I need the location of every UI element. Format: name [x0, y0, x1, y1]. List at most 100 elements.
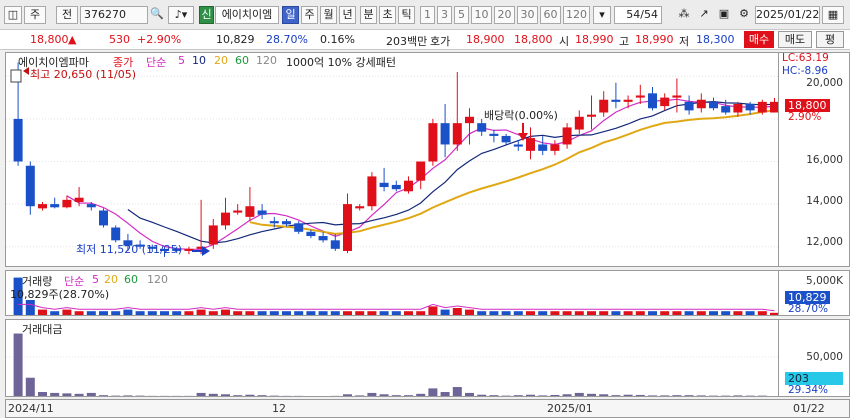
- market-select[interactable]: 주: [24, 6, 46, 24]
- volume-bar: [452, 308, 462, 315]
- layout-icon[interactable]: ◫: [4, 6, 22, 24]
- volume-value: 10,829: [216, 33, 255, 46]
- amount-bar: [123, 395, 133, 396]
- volume-ratio: 28.70%: [266, 33, 308, 46]
- amount-bar: [160, 395, 169, 396]
- candle-body: [489, 133, 499, 136]
- date-field[interactable]: 2025/01/22: [755, 6, 820, 24]
- candle-body: [501, 135, 511, 143]
- volume-bar: [672, 311, 682, 315]
- candle-body: [99, 210, 108, 226]
- trend-tool-icon[interactable]: ↗: [699, 7, 709, 20]
- candle-body: [343, 204, 352, 251]
- interval-10-button[interactable]: 10: [471, 6, 492, 24]
- amount-bar: [672, 395, 682, 396]
- amount-bar: [428, 388, 438, 396]
- candle-body: [330, 240, 340, 249]
- low-note: 최저 11,520 (11/25): [76, 243, 183, 256]
- volume-bar: [684, 311, 694, 315]
- volume-bar: [111, 311, 121, 315]
- volume-legend-ma60: 60: [124, 273, 138, 286]
- period-tick-button[interactable]: 틱: [398, 6, 415, 24]
- volume-current-pct: 28.70%: [788, 303, 829, 315]
- volume-bar: [184, 311, 194, 315]
- interval-3-button[interactable]: 3: [437, 6, 452, 24]
- amount-bar: [319, 396, 328, 397]
- volume-pane[interactable]: 거래량 단순 5 20 60 120 10,829주(28.70%): [5, 270, 779, 316]
- amount-bar: [196, 392, 206, 396]
- volume-canvas[interactable]: [6, 271, 779, 316]
- candle-body: [538, 144, 548, 151]
- amount-bar: [709, 395, 718, 396]
- interval-5-button[interactable]: 5: [454, 6, 469, 24]
- turnover-rate: 0.16%: [320, 33, 355, 46]
- volume-bar: [574, 311, 584, 315]
- buy-button[interactable]: 매수: [744, 31, 774, 48]
- crosshair-icon[interactable]: ⁂: [678, 7, 690, 20]
- interval-dropdown[interactable]: ▾: [593, 6, 611, 24]
- volume-legend-ma120: 120: [147, 273, 168, 286]
- volume-bar: [147, 311, 157, 315]
- interval-60-button[interactable]: 60: [540, 6, 561, 24]
- bid-price: 18,800: [514, 33, 553, 46]
- volume-bar: [343, 311, 352, 315]
- price-chart-canvas[interactable]: [6, 53, 779, 267]
- period-year-button[interactable]: 년: [339, 6, 356, 24]
- save-icon[interactable]: ▣: [718, 7, 730, 20]
- volume-bar: [330, 311, 340, 315]
- y-tick-16000: 16,000: [806, 154, 843, 166]
- avg-button[interactable]: 평: [816, 31, 844, 48]
- interval-20-button[interactable]: 20: [494, 6, 515, 24]
- settings-gear-icon[interactable]: ⚙: [739, 7, 749, 20]
- candle-body: [709, 101, 718, 109]
- amount-bar: [221, 394, 230, 396]
- sound-icon[interactable]: ♪▾: [168, 6, 194, 24]
- volume-legend-ma20: 20: [104, 273, 118, 286]
- candle-body: [648, 93, 657, 109]
- period-second-button[interactable]: 초: [379, 6, 396, 24]
- x-axis: 2024/11 12 2025/01 01/22: [5, 399, 850, 418]
- amount-bar: [599, 394, 609, 396]
- amount-canvas[interactable]: [6, 320, 779, 397]
- stock-code-input[interactable]: 376270: [80, 6, 148, 24]
- volume-bar: [135, 311, 145, 315]
- candle-body: [452, 123, 462, 145]
- strong-pattern-label: 1000억 10% 강세패턴: [286, 56, 397, 69]
- dividend-note: 배당락(0.00%): [484, 109, 558, 122]
- amount-bar: [648, 395, 657, 396]
- search-icon[interactable]: 🔍: [150, 7, 164, 20]
- period-week-button[interactable]: 주: [301, 6, 318, 24]
- current-price: 18,800: [30, 33, 69, 46]
- interval-1-button[interactable]: 1: [420, 6, 435, 24]
- legend-close: 종가: [113, 56, 134, 69]
- volume-bar: [62, 309, 72, 315]
- amount-pane[interactable]: 거래대금: [5, 319, 779, 397]
- page-counter: 54/54: [614, 6, 662, 24]
- sell-button[interactable]: 매도: [778, 31, 812, 48]
- candle-body: [160, 248, 169, 251]
- volume-bar: [86, 311, 96, 315]
- amount-bar: [25, 377, 35, 396]
- volume-bar: [196, 309, 206, 315]
- volume-bar: [269, 311, 279, 315]
- amount-bar: [416, 393, 426, 396]
- amount-bar: [513, 395, 523, 396]
- period-day-button[interactable]: 일: [282, 6, 299, 24]
- candle-body: [660, 97, 670, 107]
- calendar-icon[interactable]: ▦: [822, 6, 844, 24]
- volume-bar: [355, 311, 365, 315]
- price-chart-pane[interactable]: 에이치이엠파마 종가 단순 5 10 20 60 120 1000억 10% 강…: [5, 52, 779, 267]
- candle-body: [550, 144, 560, 151]
- volume-pane-title: 거래량: [22, 275, 53, 288]
- candle-body: [757, 101, 767, 113]
- amount-bar: [465, 392, 474, 396]
- period-minute-button[interactable]: 분: [360, 6, 377, 24]
- volume-bar: [587, 311, 596, 315]
- candle-body: [416, 161, 426, 181]
- amount-bar: [282, 395, 291, 396]
- stock-search-select[interactable]: 전: [56, 6, 78, 24]
- period-month-button[interactable]: 월: [320, 6, 337, 24]
- amount-bar: [696, 395, 706, 396]
- interval-120-button[interactable]: 120: [563, 6, 590, 24]
- interval-30-button[interactable]: 30: [517, 6, 538, 24]
